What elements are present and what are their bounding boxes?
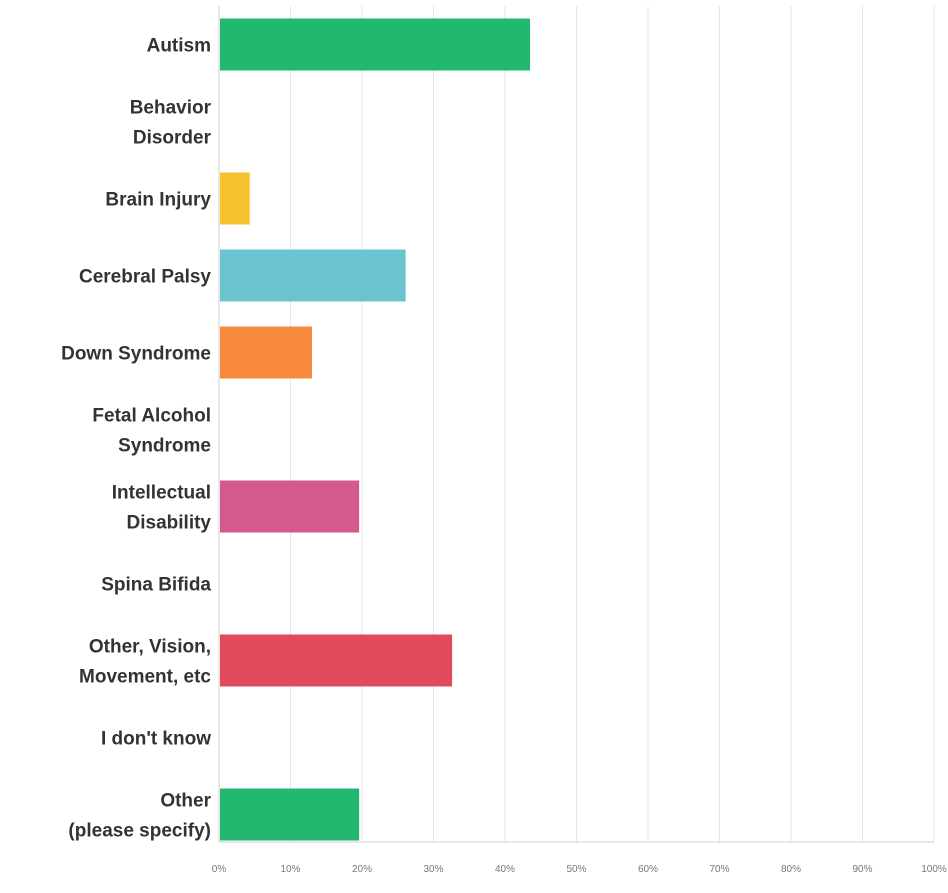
- category-label-layer: Autism Behavior Disorder Brain Injury Cerebr…: [61, 36, 212, 842]
- x-tick-label: 100%: [921, 864, 947, 875]
- x-tick-label: 0%: [212, 864, 227, 875]
- x-tick-label: 40%: [495, 864, 515, 875]
- x-tick-label: 20%: [352, 864, 372, 875]
- x-tick-label: 30%: [423, 864, 443, 875]
- category-label: I don't know: [101, 729, 211, 750]
- x-tick-label: 50%: [566, 864, 586, 875]
- category-label: Behavior Disorder: [130, 98, 212, 149]
- category-label: Brain Injury: [105, 190, 211, 211]
- x-tick-label: 10%: [280, 864, 300, 875]
- bar: [220, 788, 360, 841]
- bar: [220, 480, 360, 533]
- bar: [220, 249, 406, 302]
- grid-layer: [218, 6, 935, 843]
- category-label: Intellectual Disability: [112, 483, 212, 534]
- bar: [220, 326, 312, 379]
- category-label: Other, Vision, Movement, etc: [79, 637, 211, 688]
- category-label: Down Syndrome: [61, 344, 211, 365]
- category-label: Spina Bifida: [101, 575, 211, 596]
- category-label: Cerebral Palsy: [79, 267, 211, 288]
- category-label: Autism: [147, 36, 211, 57]
- x-tick-label: 60%: [638, 864, 658, 875]
- bar: [220, 172, 250, 225]
- x-tick-label: 80%: [781, 864, 801, 875]
- bar-layer: [220, 18, 531, 841]
- bar: [220, 18, 531, 71]
- x-tick-layer: 0% 10% 20% 30% 40% 50% 60% 70% 80% 90% 100%: [212, 864, 947, 875]
- category-label: Other (please specify): [68, 791, 211, 842]
- x-tick-label: 70%: [709, 864, 729, 875]
- bar: [220, 634, 453, 687]
- x-tick-label: 90%: [852, 864, 872, 875]
- category-label: Fetal Alcohol Syndrome: [92, 406, 211, 457]
